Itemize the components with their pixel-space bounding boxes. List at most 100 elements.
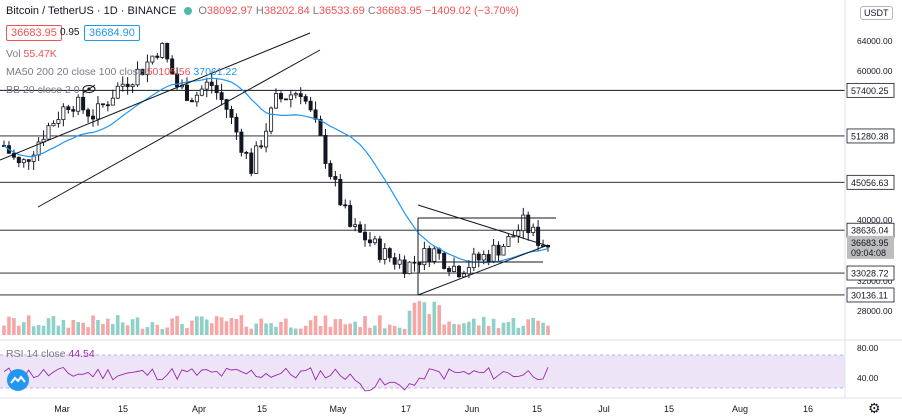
trend-line-1 bbox=[0, 32, 311, 161]
spread-value: 0.95 bbox=[60, 27, 80, 38]
volume-bar-21 bbox=[106, 318, 110, 335]
candle-body-108 bbox=[536, 226, 541, 246]
volume-bar-7 bbox=[36, 325, 41, 335]
rsi-legend[interactable]: RSI 14 close 44.54 bbox=[6, 348, 95, 360]
volume-bar-77 bbox=[383, 328, 387, 335]
candle-body-82 bbox=[407, 261, 412, 275]
candle-body-15 bbox=[76, 96, 81, 112]
volume-bar-106 bbox=[526, 319, 531, 335]
candle-body-59 bbox=[293, 93, 298, 96]
volume-bar-93 bbox=[462, 323, 466, 335]
candle-body-96 bbox=[476, 253, 481, 261]
sell-button[interactable]: 36683.95 bbox=[6, 25, 62, 41]
candle-body-85 bbox=[422, 248, 427, 266]
axis-tick-label: 28000.00 bbox=[857, 306, 893, 316]
volume-bar-90 bbox=[447, 321, 451, 335]
volume-bar-108 bbox=[536, 320, 540, 335]
price-levels bbox=[0, 89, 845, 296]
candle-body-41 bbox=[204, 81, 209, 90]
candle-body-87 bbox=[432, 248, 437, 262]
gear-icon[interactable]: ⚙ bbox=[868, 400, 881, 416]
time-axis-label: Apr bbox=[192, 404, 206, 414]
candle-body-21 bbox=[105, 104, 110, 107]
candle-body-16 bbox=[81, 96, 86, 111]
candle-body-61 bbox=[303, 96, 308, 102]
candle-body-33 bbox=[165, 43, 170, 60]
volume-bar-46 bbox=[229, 318, 234, 335]
currency-button[interactable]: USDT bbox=[860, 6, 893, 20]
volume-bar-59 bbox=[293, 328, 298, 335]
time-axis-label: 16 bbox=[803, 404, 813, 414]
rsi-band bbox=[0, 339, 902, 420]
candle-body-10 bbox=[51, 123, 56, 127]
close-label: C bbox=[367, 5, 376, 17]
level-label-5: 30136.11 bbox=[851, 290, 888, 300]
eye-off-icon[interactable] bbox=[82, 84, 96, 94]
ma-legend[interactable]: MA50 200 20 close 100 close 50105.56 370… bbox=[6, 66, 237, 78]
volume-bar-96 bbox=[476, 325, 481, 335]
ma-line bbox=[3, 77, 549, 264]
trend-line-4 bbox=[417, 244, 549, 296]
level-label-4: 33028.72 bbox=[851, 269, 889, 279]
candle-body-25 bbox=[125, 83, 130, 88]
bb-legend[interactable]: BB 20 close 2 0 bbox=[6, 84, 96, 96]
candle-body-83 bbox=[412, 261, 417, 264]
candle-body-19 bbox=[95, 103, 100, 120]
candle-body-18 bbox=[91, 115, 96, 120]
volume-bar-28 bbox=[140, 328, 145, 335]
price-axis: 28000.0032000.0036000.0040000.0060000.00… bbox=[844, 0, 895, 398]
volume-bar-81 bbox=[402, 328, 407, 335]
buy-button[interactable]: 36684.90 bbox=[84, 25, 140, 41]
candle-body-106 bbox=[526, 214, 531, 234]
volume-bar-62 bbox=[308, 320, 313, 335]
time-axis-label: Aug bbox=[732, 404, 748, 414]
candle-body-49 bbox=[244, 151, 249, 154]
candle-body-64 bbox=[318, 118, 323, 136]
volume-bar-13 bbox=[66, 327, 71, 335]
volume-bar-31 bbox=[155, 324, 160, 335]
candle-body-98 bbox=[486, 254, 491, 262]
tradingview-logo[interactable] bbox=[6, 368, 30, 392]
volume-bar-70 bbox=[348, 323, 352, 335]
volume-bar-14 bbox=[71, 319, 76, 335]
time-axis-label: 17 bbox=[401, 404, 411, 414]
volume-bar-83 bbox=[412, 302, 417, 335]
volume-bar-53 bbox=[264, 323, 268, 335]
volume-bar-65 bbox=[323, 315, 328, 335]
volume-bar-51 bbox=[254, 323, 259, 335]
candle-body-35 bbox=[175, 73, 180, 88]
volume-legend[interactable]: Vol 55.47K bbox=[6, 48, 57, 60]
candles bbox=[2, 42, 551, 279]
candle-body-92 bbox=[456, 265, 461, 278]
volume-bar-35 bbox=[175, 315, 179, 335]
candle-body-93 bbox=[461, 273, 466, 278]
volume-bar-64 bbox=[318, 326, 323, 335]
volume-bar-30 bbox=[150, 322, 155, 335]
candle-body-11 bbox=[56, 119, 61, 124]
candle-body-14 bbox=[71, 109, 76, 112]
volume-bar-8 bbox=[41, 325, 46, 335]
volume-bar-2 bbox=[12, 318, 16, 335]
candle-body-43 bbox=[214, 85, 219, 94]
volume-bar-23 bbox=[115, 315, 120, 335]
volume-bar-43 bbox=[214, 316, 219, 335]
volume-bar-1 bbox=[7, 316, 11, 335]
volume-bar-44 bbox=[219, 317, 224, 335]
symbol-title: Bitcoin / TetherUS · 1D · BINANCE bbox=[6, 5, 177, 17]
volume-bar-71 bbox=[353, 321, 357, 335]
volume-bar-69 bbox=[343, 324, 348, 335]
candle-body-45 bbox=[224, 99, 229, 110]
level-label-0: 57400.25 bbox=[851, 86, 889, 96]
volume-bar-40 bbox=[200, 316, 204, 335]
trend-line-5 bbox=[417, 204, 549, 247]
candle-body-65 bbox=[323, 134, 328, 164]
candle-body-74 bbox=[367, 239, 372, 244]
volume-bar-49 bbox=[244, 326, 249, 335]
volume-bar-88 bbox=[437, 305, 441, 335]
high-label: H bbox=[255, 5, 264, 17]
volume-bar-57 bbox=[284, 318, 288, 335]
volume-bar-45 bbox=[224, 321, 229, 335]
level-label-box-2 bbox=[846, 174, 895, 190]
volume-bar-24 bbox=[120, 322, 125, 335]
